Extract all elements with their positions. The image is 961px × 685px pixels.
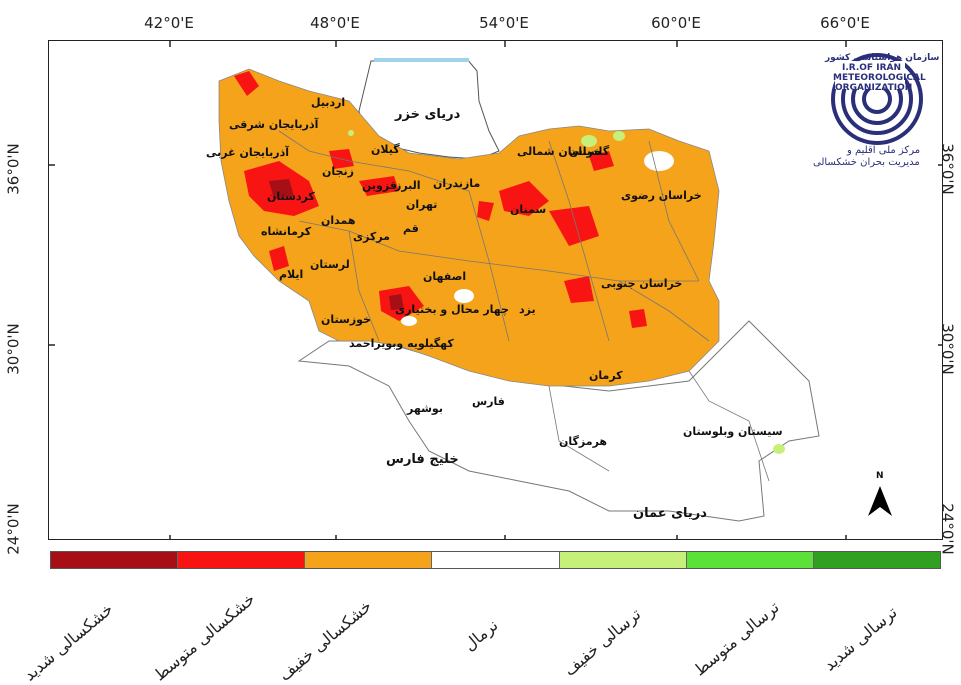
province-label: ایلام (279, 268, 304, 281)
province-label: خوزستان (321, 313, 371, 326)
persian-gulf-label: خلیج فارس (386, 452, 459, 467)
logo-text-fa: سازمان هواشناسی کشور (825, 53, 940, 63)
lon-tick: 54°0'E (479, 14, 529, 32)
province-label: زنجان (322, 165, 354, 178)
center-name-line2: مدیریت بحران خشکسالی (813, 157, 920, 168)
province-label: قم (403, 222, 419, 235)
legend-swatch (305, 552, 433, 568)
lat-tick-left: 24°0'N (4, 503, 23, 555)
logo-text-line2: I.R.OF IRAN (842, 63, 901, 73)
drought-severe-patches (269, 179, 404, 310)
province-label: خراسان جنوبی (601, 277, 683, 290)
logo-text-line4: ORGANIZATION (835, 83, 913, 93)
legend-label: ترسالی شدید (820, 602, 901, 675)
logo-text-line3: METEOROLOGICAL (833, 73, 926, 83)
legend-label: خشکسالی خفیف (275, 596, 376, 685)
province-label: کردستان (267, 190, 315, 203)
lat-tick-left: 30°0'N (4, 323, 23, 375)
legend-bar (50, 551, 941, 569)
province-label: لرستان (310, 258, 350, 271)
province-label: خراسان رضوی (621, 189, 702, 202)
province-label: گلستان (569, 145, 610, 158)
province-label: مرکزی (353, 230, 390, 243)
north-arrow (868, 486, 892, 516)
province-label: چهار محال و بختیاری (395, 303, 509, 316)
province-label: قزوین (362, 179, 397, 192)
legend-swatch (813, 552, 940, 568)
province-label: سمنان (510, 203, 547, 216)
province-label: تهران (406, 198, 438, 211)
caspian-sea-label: دریای خزر (395, 107, 461, 122)
lon-tick: 48°0'E (310, 14, 360, 32)
map-frame: دریای خزر خلیج فارس دریای عمان N اردبیل … (48, 40, 943, 540)
lon-tick: 42°0'E (144, 14, 194, 32)
drought-light-area (218, 68, 720, 387)
province-label: آذربایجان شرقی (229, 118, 319, 131)
wet-light-patches (348, 130, 785, 454)
province-label: فارس (472, 395, 505, 408)
province-borders (278, 130, 770, 482)
province-label: یزد (519, 303, 536, 316)
organization-logo (831, 53, 923, 145)
map-svg (49, 41, 942, 539)
legend-label: خشکسالی متوسط (150, 589, 259, 685)
lat-tick-left: 36°0'N (4, 143, 23, 195)
legend-label: ترسالی متوسط (690, 597, 783, 680)
normal-holes (401, 151, 674, 326)
province-label: هرمزگان (559, 435, 608, 448)
province-label: همدان (321, 214, 356, 227)
legend-swatch (51, 552, 179, 568)
legend-swatch (432, 552, 560, 568)
lon-tick: 66°0'E (820, 14, 870, 32)
oman-sea-label: دریای عمان (633, 506, 707, 521)
province-label: کرمان (589, 369, 623, 382)
province-label: البرز (395, 179, 421, 192)
province-label: گیلان (371, 143, 400, 156)
province-label: خراسان شمالی (517, 145, 602, 158)
province-label: کرمانشاه (261, 225, 312, 238)
legend-label: ترسالی خفیف (560, 604, 645, 680)
legend-swatch (686, 552, 814, 568)
center-name-line1: مرکز ملی اقلیم و (847, 145, 921, 156)
province-label: بوشهر (407, 402, 443, 415)
province-label: کهگیلویه وبویراحمد (349, 337, 454, 350)
province-label: مازندران (433, 177, 481, 190)
legend-swatch (559, 552, 687, 568)
province-label: سیستان وبلوستان (683, 425, 783, 438)
lon-tick: 60°0'E (651, 14, 701, 32)
caspian-shore (374, 58, 469, 62)
legend-label: خشکسالی شدید (20, 599, 117, 685)
legend-swatch (178, 552, 306, 568)
north-arrow-label: N (876, 471, 884, 481)
province-label: اردبیل (311, 96, 346, 109)
province-label: اصفهان (423, 270, 467, 283)
province-label: آذربایجان غربی (206, 146, 290, 159)
legend-label: نرمال (460, 615, 502, 655)
